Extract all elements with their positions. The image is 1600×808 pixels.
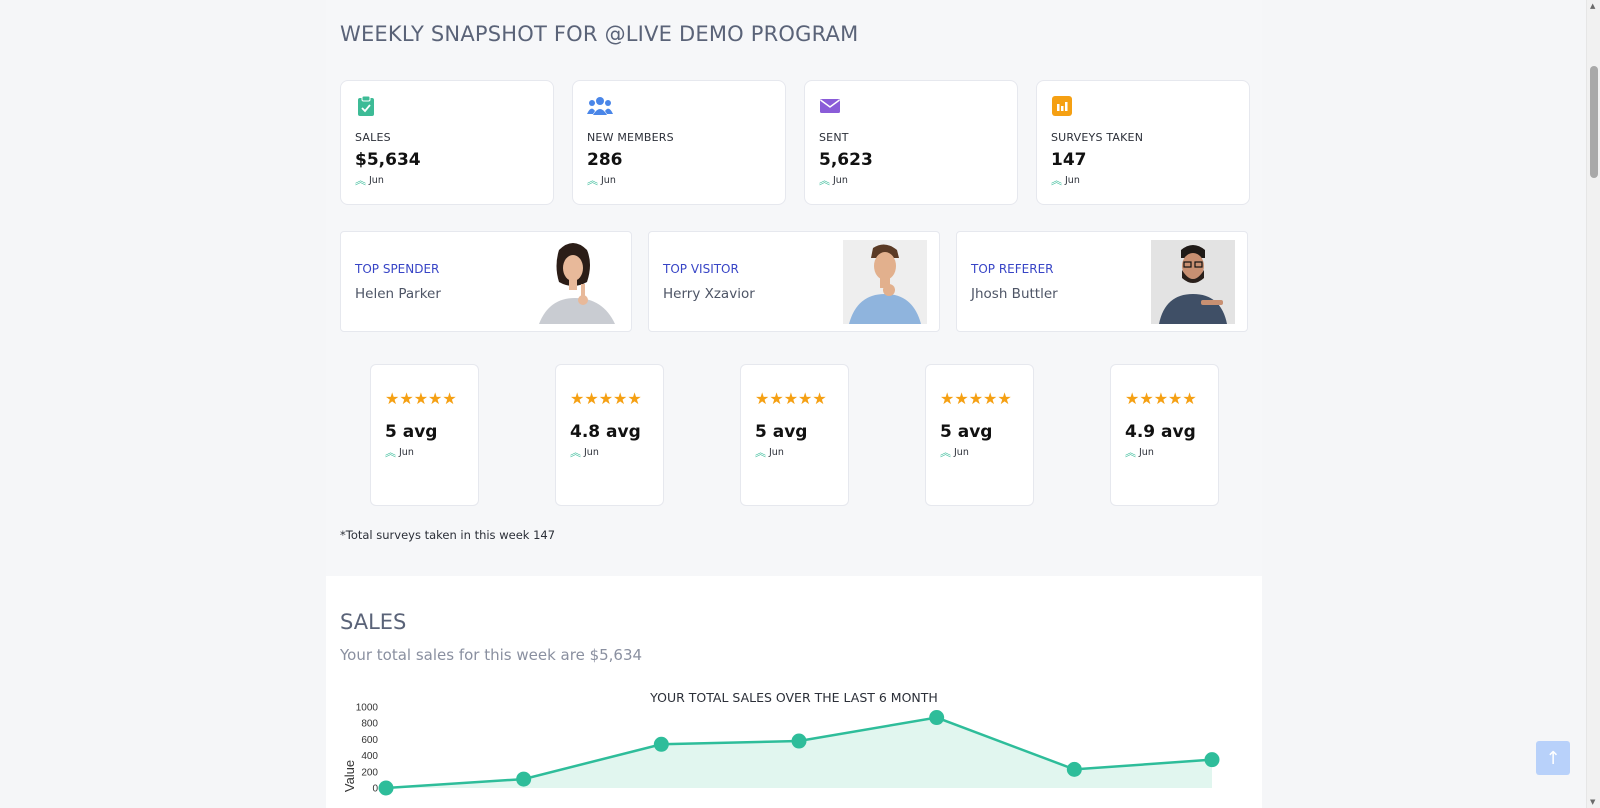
stat-value: 5,623 (819, 150, 873, 170)
stat-label: SENT (819, 131, 849, 144)
rating-trend: ︽ Jun (385, 446, 414, 459)
rating-card: ★★★★★ 5 avg ︽ Jun (925, 364, 1034, 506)
sales-line-chart: Value 1000 800 600 400 200 0 (342, 703, 1220, 796)
rating-card: ★★★★★ 5 avg ︽ Jun (740, 364, 849, 506)
rating-avg: 5 avg (940, 422, 993, 442)
bar-chart-icon (1052, 96, 1072, 116)
stat-trend: ︽ Jun (1051, 174, 1080, 187)
chart-ylabel: Value (342, 760, 357, 792)
double-chevron-up-icon: ︽ (570, 446, 581, 459)
sales-title: SALES (340, 610, 407, 634)
stat-trend: ︽ Jun (819, 174, 848, 187)
star-icon: ★★★★★ (385, 389, 457, 408)
star-icon: ★★★★★ (940, 389, 1012, 408)
page-scrollbar[interactable]: ▲ ▼ (1586, 0, 1600, 808)
y-tick-label: 600 (361, 735, 378, 746)
rating-card: ★★★★★ 5 avg ︽ Jun (370, 364, 479, 506)
chart-title: YOUR TOTAL SALES OVER THE LAST 6 MONTH (650, 690, 938, 705)
rating-avg: 4.8 avg (570, 422, 641, 442)
page-container: WEEKLY SNAPSHOT FOR @LIVE DEMO PROGRAM S… (326, 0, 1262, 808)
stat-card-sales: SALES $5,634 ︽ Jun (340, 80, 554, 205)
clipboard-check-icon (358, 95, 374, 116)
rating-trend: ︽ Jun (1125, 446, 1154, 459)
man-thinking-avatar (843, 240, 927, 324)
rating-trend: ︽ Jun (755, 446, 784, 459)
scroll-up-icon[interactable]: ▲ (1590, 2, 1596, 10)
top-visitor-card: TOP VISITOR Herry Xzavior (648, 231, 940, 332)
double-chevron-up-icon: ︽ (1125, 446, 1136, 459)
chart-data-point[interactable] (1204, 752, 1220, 768)
arrow-up-icon: ↑ (1545, 747, 1561, 769)
stat-value: 147 (1051, 150, 1087, 170)
chart-data-point[interactable] (516, 771, 532, 787)
rating-card: ★★★★★ 4.8 avg ︽ Jun (555, 364, 664, 506)
double-chevron-up-icon: ︽ (385, 446, 396, 459)
chart-data-point[interactable] (791, 733, 807, 749)
top-referer-card: TOP REFERER Jhosh Buttler (956, 231, 1248, 332)
stat-card-new-members: NEW MEMBERS 286 ︽ Jun (572, 80, 786, 205)
rating-avg: 5 avg (755, 422, 808, 442)
scroll-to-top-button[interactable]: ↑ (1536, 741, 1570, 775)
double-chevron-up-icon: ︽ (940, 446, 951, 459)
person-role: TOP REFERER (971, 262, 1054, 276)
stat-value: $5,634 (355, 150, 421, 170)
stat-card-sent: SENT 5,623 ︽ Jun (804, 80, 1018, 205)
stat-label: SALES (355, 131, 391, 144)
person-name: Herry Xzavior (663, 286, 755, 302)
chart-data-point[interactable] (929, 710, 945, 726)
chart-area-fill (386, 717, 1212, 788)
person-role: TOP SPENDER (355, 262, 440, 276)
sales-section: SALES Your total sales for this week are… (326, 576, 1262, 808)
double-chevron-up-icon: ︽ (755, 446, 766, 459)
rating-trend: ︽ Jun (940, 446, 969, 459)
y-tick-label: 0 (372, 784, 378, 795)
man-pointing-avatar (1151, 240, 1235, 324)
top-spender-card: TOP SPENDER Helen Parker (340, 231, 632, 332)
sales-subtitle: Your total sales for this week are $5,63… (340, 646, 643, 664)
rating-card: ★★★★★ 4.9 avg ︽ Jun (1110, 364, 1219, 506)
stat-trend: ︽ Jun (587, 174, 616, 187)
chart-data-point[interactable] (653, 736, 669, 752)
users-icon (587, 97, 613, 115)
page-title: WEEKLY SNAPSHOT FOR @LIVE DEMO PROGRAM (340, 22, 859, 46)
stat-trend: ︽ Jun (355, 174, 384, 187)
y-tick-label: 400 (361, 751, 378, 762)
double-chevron-up-icon: ︽ (1051, 174, 1062, 187)
scroll-down-icon[interactable]: ▼ (1590, 798, 1596, 806)
star-icon: ★★★★★ (755, 389, 827, 408)
rating-avg: 5 avg (385, 422, 438, 442)
y-tick-label: 200 (361, 767, 378, 778)
y-tick-label: 1000 (356, 703, 379, 714)
weekly-snapshot-section: WEEKLY SNAPSHOT FOR @LIVE DEMO PROGRAM S… (326, 0, 1262, 576)
rating-avg: 4.9 avg (1125, 422, 1196, 442)
person-role: TOP VISITOR (663, 262, 739, 276)
rating-trend: ︽ Jun (570, 446, 599, 459)
y-tick-label: 800 (361, 719, 378, 730)
star-icon: ★★★★★ (570, 389, 642, 408)
woman-thinking-avatar (535, 240, 619, 324)
star-icon: ★★★★★ (1125, 389, 1197, 408)
double-chevron-up-icon: ︽ (355, 174, 366, 187)
envelope-icon (820, 99, 840, 113)
stat-card-surveys-taken: SURVEYS TAKEN 147 ︽ Jun (1036, 80, 1250, 205)
person-name: Jhosh Buttler (971, 286, 1058, 302)
surveys-footnote: *Total surveys taken in this week 147 (340, 528, 556, 542)
chart-data-point[interactable] (378, 780, 394, 796)
double-chevron-up-icon: ︽ (819, 174, 830, 187)
chart-data-point[interactable] (1066, 761, 1082, 777)
stat-label: NEW MEMBERS (587, 131, 674, 144)
scrollbar-thumb[interactable] (1590, 66, 1598, 178)
double-chevron-up-icon: ︽ (587, 174, 598, 187)
stat-value: 286 (587, 150, 623, 170)
person-name: Helen Parker (355, 286, 441, 302)
stat-label: SURVEYS TAKEN (1051, 131, 1144, 144)
